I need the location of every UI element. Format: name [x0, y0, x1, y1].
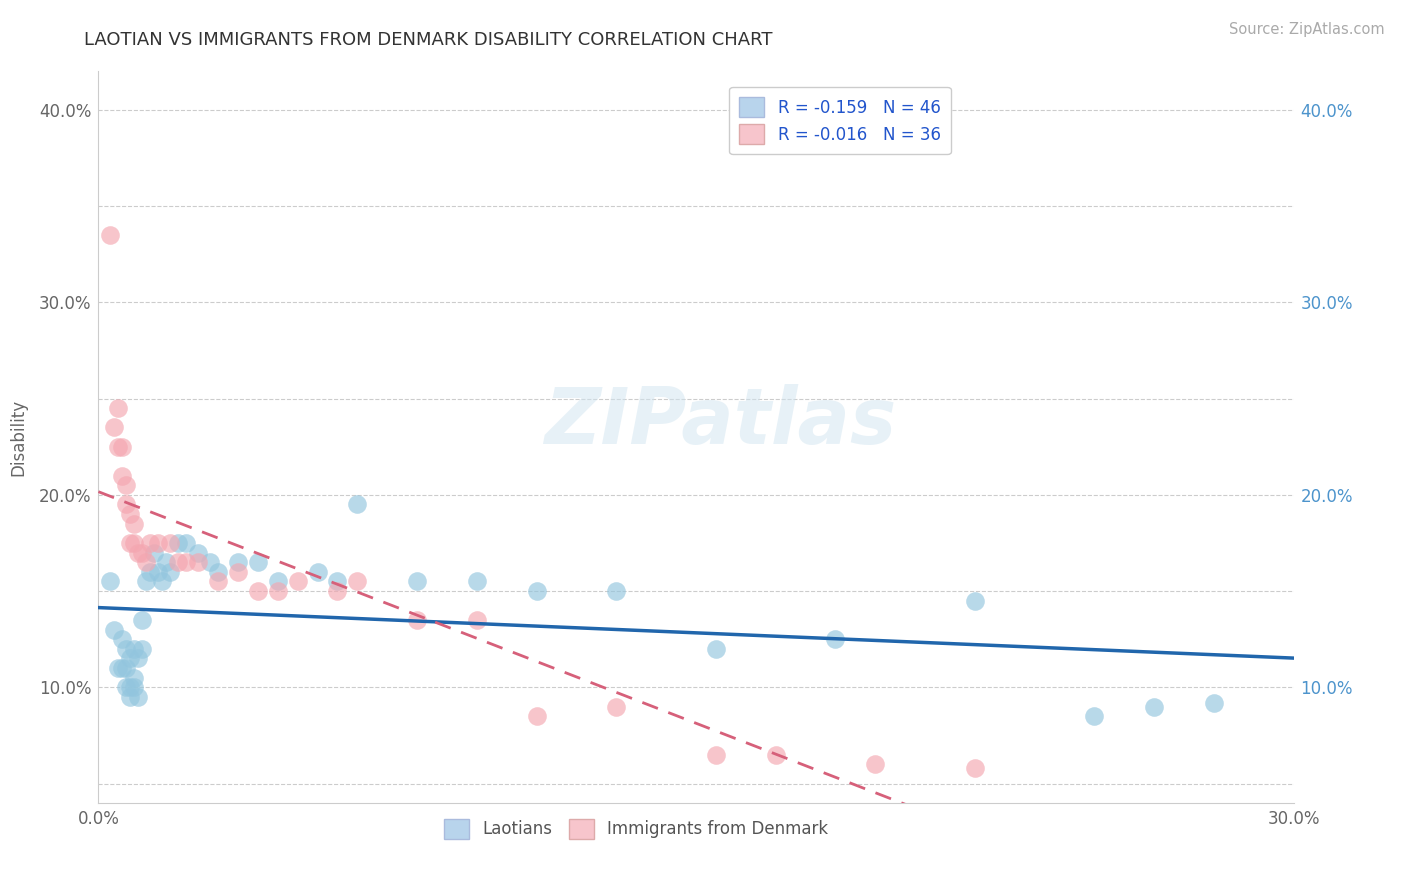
Point [135, 574, 157, 589]
Point [267, 584, 290, 599]
Point [139, 565, 162, 579]
Point [1143, 699, 1166, 714]
Point [111, 661, 134, 675]
Text: LAOTIAN VS IMMIGRANTS FROM DENMARK DISABILITY CORRELATION CHART: LAOTIAN VS IMMIGRANTS FROM DENMARK DISAB… [84, 31, 773, 49]
Point [159, 565, 181, 579]
Y-axis label: Disability: Disability [10, 399, 28, 475]
Point [174, 555, 197, 569]
Point [115, 641, 138, 656]
Text: Source: ZipAtlas.com: Source: ZipAtlas.com [1229, 22, 1385, 37]
Text: ZIPatlas: ZIPatlas [544, 384, 896, 460]
Point [120, 681, 142, 695]
Point [103, 420, 125, 434]
Point [124, 671, 146, 685]
Point [127, 651, 149, 665]
Point [346, 498, 368, 512]
Point [526, 584, 548, 599]
Point [115, 661, 138, 675]
Point [267, 574, 290, 589]
Point [131, 545, 153, 559]
Point [465, 574, 488, 589]
Point [120, 651, 142, 665]
Point [131, 641, 153, 656]
Point [406, 613, 429, 627]
Point [107, 661, 129, 675]
Point [246, 555, 269, 569]
Point [207, 565, 229, 579]
Point [127, 690, 149, 704]
Point [115, 498, 138, 512]
Point [159, 536, 181, 550]
Point [107, 440, 129, 454]
Point [207, 574, 229, 589]
Point [187, 555, 209, 569]
Point [148, 536, 170, 550]
Point [124, 536, 146, 550]
Point [103, 623, 125, 637]
Point [963, 593, 986, 607]
Point [120, 536, 142, 550]
Point [226, 555, 249, 569]
Point [98, 227, 122, 242]
Point [131, 613, 153, 627]
Point [765, 747, 787, 762]
Point [139, 536, 162, 550]
Point [465, 613, 488, 627]
Point [406, 574, 429, 589]
Point [307, 565, 329, 579]
Point [111, 468, 134, 483]
Point [98, 574, 122, 589]
Point [287, 574, 309, 589]
Point [346, 574, 368, 589]
Point [120, 507, 142, 521]
Point [115, 681, 138, 695]
Point [143, 545, 166, 559]
Point [148, 565, 170, 579]
Point [111, 632, 134, 647]
Point [135, 555, 157, 569]
Point [824, 632, 846, 647]
Legend: Laotians, Immigrants from Denmark: Laotians, Immigrants from Denmark [437, 812, 835, 846]
Point [226, 565, 249, 579]
Point [605, 584, 627, 599]
Point [111, 440, 134, 454]
Point [167, 555, 190, 569]
Point [326, 574, 349, 589]
Point [127, 545, 149, 559]
Point [187, 545, 209, 559]
Point [1202, 696, 1225, 710]
Point [246, 584, 269, 599]
Point [605, 699, 627, 714]
Point [155, 555, 177, 569]
Point [704, 747, 727, 762]
Point [1083, 709, 1105, 723]
Point [963, 761, 986, 775]
Point [326, 584, 349, 599]
Point [120, 690, 142, 704]
Point [167, 536, 190, 550]
Point [704, 641, 727, 656]
Point [115, 478, 138, 492]
Point [526, 709, 548, 723]
Point [174, 536, 197, 550]
Point [124, 641, 146, 656]
Point [124, 516, 146, 531]
Point [865, 757, 887, 772]
Point [124, 681, 146, 695]
Point [107, 401, 129, 416]
Point [198, 555, 221, 569]
Point [150, 574, 173, 589]
